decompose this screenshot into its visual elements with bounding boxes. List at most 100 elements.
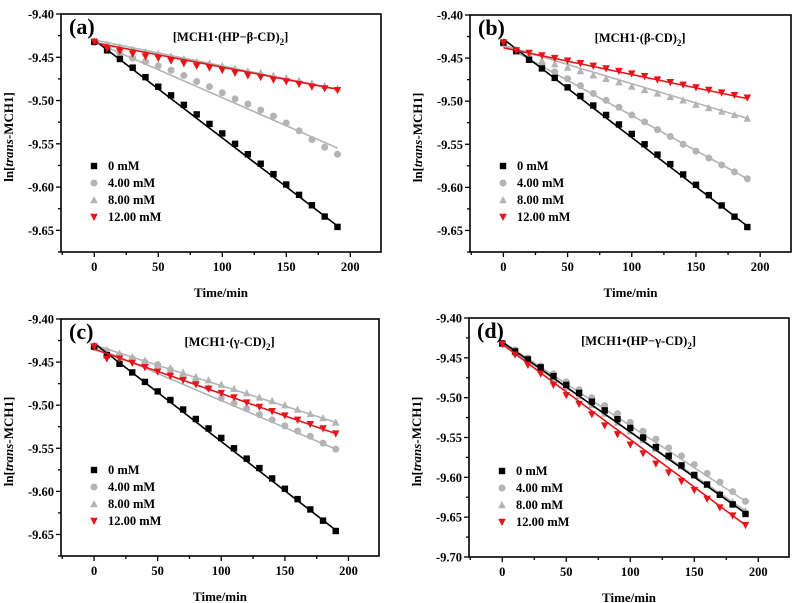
x-tick-label: 200 bbox=[749, 565, 768, 579]
y-tick-label: -9.55 bbox=[28, 137, 54, 151]
data-point bbox=[677, 452, 685, 460]
data-point bbox=[321, 143, 329, 151]
data-point bbox=[115, 349, 124, 357]
y-tick-label: -9.55 bbox=[437, 138, 463, 152]
data-point bbox=[666, 133, 674, 141]
data-point bbox=[332, 445, 340, 453]
data-point bbox=[242, 399, 251, 407]
inset-title-subscript: 2 bbox=[266, 342, 271, 352]
data-point bbox=[716, 478, 724, 486]
data-point bbox=[613, 431, 622, 439]
data-point bbox=[705, 104, 713, 112]
data-point bbox=[652, 435, 660, 443]
data-point bbox=[729, 488, 737, 496]
data-point bbox=[308, 135, 316, 143]
legend: 0 mM 4.00 mM 8.00 mM 12.00 mM bbox=[499, 159, 571, 224]
data-point bbox=[691, 471, 698, 479]
data-point bbox=[730, 91, 739, 100]
data-point bbox=[244, 100, 252, 108]
inset-title: [MCH1·(HP−β-CD)2] bbox=[173, 30, 288, 47]
data-point bbox=[295, 191, 303, 199]
legend-label: 0 mM bbox=[517, 159, 549, 173]
y-tick-label: -9.50 bbox=[28, 399, 54, 413]
data-point bbox=[679, 81, 687, 89]
x-tick-label: 0 bbox=[91, 564, 97, 578]
inset-title-subscript: 2 bbox=[687, 341, 692, 351]
data-point bbox=[167, 66, 175, 74]
inset-title-main: [MCH1•(HP−γ-CD) bbox=[581, 334, 687, 348]
data-point bbox=[179, 376, 187, 385]
data-point bbox=[705, 86, 713, 94]
data-point bbox=[205, 64, 214, 72]
x-tick-label: 50 bbox=[561, 260, 574, 274]
data-point bbox=[677, 478, 686, 486]
data-point bbox=[538, 65, 546, 72]
legend-label: 12.00 mM bbox=[517, 210, 571, 224]
data-point bbox=[575, 389, 583, 397]
data-point bbox=[268, 408, 276, 416]
data-point bbox=[244, 72, 252, 80]
panel-label: (b) bbox=[478, 15, 505, 40]
data-point bbox=[728, 512, 737, 520]
legend-marker bbox=[90, 179, 98, 187]
data-point bbox=[192, 415, 200, 423]
y-axis-title: ln[trans-MCH1] bbox=[1, 92, 16, 182]
data-point bbox=[257, 160, 264, 167]
y-axis-title: ln[trans-MCH1] bbox=[410, 93, 425, 183]
data-point bbox=[129, 369, 136, 376]
data-point bbox=[281, 485, 289, 492]
data-point bbox=[717, 107, 726, 115]
legend-item: 0 mM bbox=[498, 464, 548, 478]
panel-label: (c) bbox=[69, 319, 93, 344]
data-point bbox=[563, 63, 572, 71]
x-tick-label: 50 bbox=[151, 564, 164, 578]
data-point bbox=[743, 175, 751, 183]
data-point bbox=[282, 119, 290, 127]
data-point bbox=[294, 495, 301, 503]
data-point bbox=[308, 202, 316, 209]
data-point bbox=[142, 73, 149, 81]
data-point bbox=[244, 151, 252, 158]
data-point bbox=[141, 53, 150, 61]
data-point bbox=[293, 405, 302, 413]
data-point bbox=[499, 39, 508, 47]
x-tick-label: 100 bbox=[212, 564, 231, 578]
data-point bbox=[281, 412, 289, 420]
series-12-00-mm bbox=[90, 38, 342, 95]
inset-title-subscript: 2 bbox=[280, 37, 285, 47]
data-point bbox=[729, 501, 736, 508]
data-point bbox=[256, 73, 265, 82]
inset-title: [MCH1•(HP−γ-CD)2] bbox=[581, 334, 696, 351]
series-4-00-mm bbox=[90, 39, 341, 158]
data-point bbox=[589, 71, 598, 79]
data-point bbox=[588, 398, 596, 405]
series-12-00-mm bbox=[498, 341, 750, 530]
data-point bbox=[576, 67, 585, 75]
data-point bbox=[217, 394, 225, 402]
data-point bbox=[654, 151, 661, 158]
y-tick-label: -9.60 bbox=[437, 181, 463, 195]
legend-marker bbox=[90, 483, 98, 491]
chart-panel-b: -9.40 -9.45 -9.50 -9.55 -9.60 -9.65 0 50 100 150 2… bbox=[410, 9, 792, 300]
data-point bbox=[180, 71, 188, 79]
data-point bbox=[155, 83, 162, 90]
data-point bbox=[536, 370, 545, 378]
data-point bbox=[319, 517, 327, 524]
data-point bbox=[551, 68, 559, 76]
x-tick-label: 200 bbox=[339, 564, 358, 578]
fit-line bbox=[503, 46, 748, 100]
y-axis-title-italic: trans bbox=[410, 140, 425, 167]
data-point bbox=[319, 439, 327, 447]
data-point bbox=[295, 127, 303, 135]
series-0-mm bbox=[91, 38, 341, 231]
legend-marker bbox=[90, 162, 98, 170]
y-axis-title: ln[trans-MCH1] bbox=[1, 397, 16, 487]
data-point bbox=[255, 393, 264, 401]
data-point bbox=[90, 38, 99, 46]
chart-panel-d: -9.40 -9.45 -9.50 -9.55 -9.60 -9.65 -9.70 0 50 10… bbox=[409, 312, 790, 603]
legend-item: 8.00 mM bbox=[499, 193, 564, 207]
series-12-00-mm bbox=[90, 343, 340, 438]
x-tick-label: 150 bbox=[277, 260, 296, 274]
data-point bbox=[281, 401, 289, 409]
